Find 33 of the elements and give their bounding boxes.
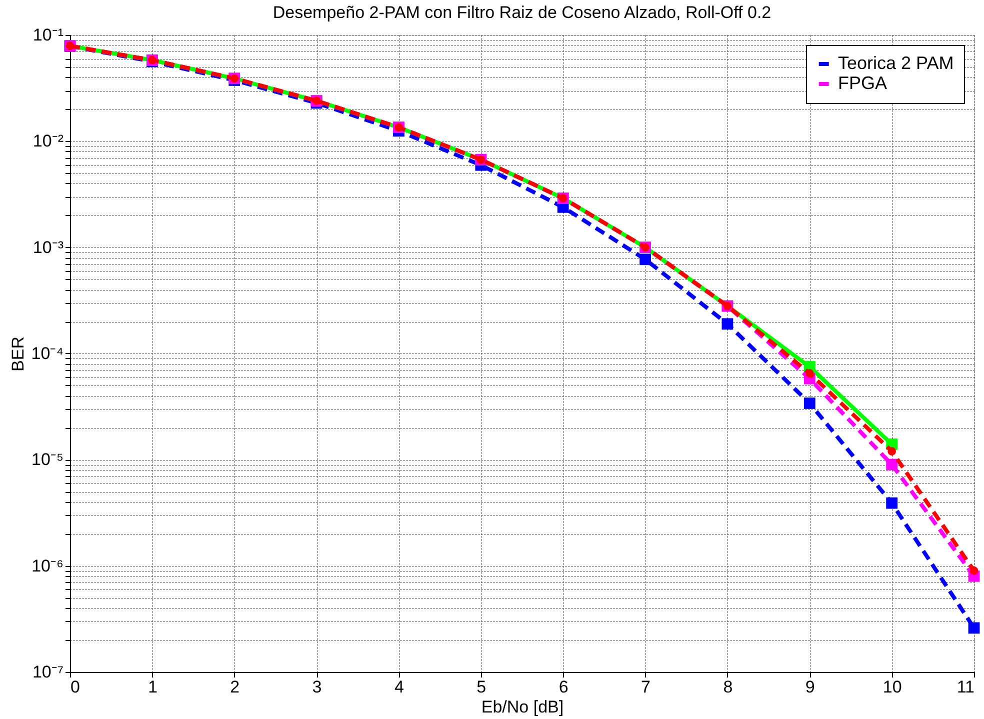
point (968, 622, 980, 634)
y-axis-title: BER (8, 336, 28, 372)
point (970, 566, 978, 575)
y-tick-label: 10⁻⁶ (32, 556, 64, 576)
point (886, 458, 898, 470)
chart-title: Desempeño 2-PAM con Filtro Raiz de Coseno Alzado, Roll-Off 0.2 (272, 3, 772, 22)
x-tick-label: 9 (805, 678, 815, 696)
x-tick-label: 2 (230, 678, 240, 696)
x-tick-label: 10 (882, 678, 902, 696)
x-tick-label: 7 (641, 678, 651, 696)
x-axis-title: Eb/No [dB] (481, 698, 564, 716)
x-tick-label: 5 (476, 678, 486, 696)
x-tick-label: 8 (723, 678, 733, 696)
x-tick-label: 1 (148, 678, 158, 696)
x-tick-label: 6 (558, 678, 568, 696)
x-tick-label: 4 (394, 678, 404, 696)
point (804, 398, 816, 409)
y-tick-label: 10⁻³ (32, 238, 64, 257)
point (888, 447, 896, 456)
point (886, 497, 898, 509)
y-tick-label: 10⁻⁵ (32, 450, 64, 470)
legend-label: FPGA (838, 73, 888, 93)
y-tick-label: 10⁻² (32, 132, 64, 151)
point (722, 318, 734, 330)
legend-label: Teorica 2 PAM (838, 53, 954, 73)
x-tick-label: 3 (312, 678, 322, 696)
y-tick-label: 10⁻¹ (32, 26, 64, 44)
y-tick-label: 10⁻⁷ (32, 662, 64, 682)
x-tick-label: 11 (956, 678, 974, 696)
point (805, 369, 814, 378)
y-tick-label: 10⁻⁴ (31, 344, 64, 363)
x-tick-label: 0 (70, 678, 80, 696)
point (640, 254, 651, 266)
